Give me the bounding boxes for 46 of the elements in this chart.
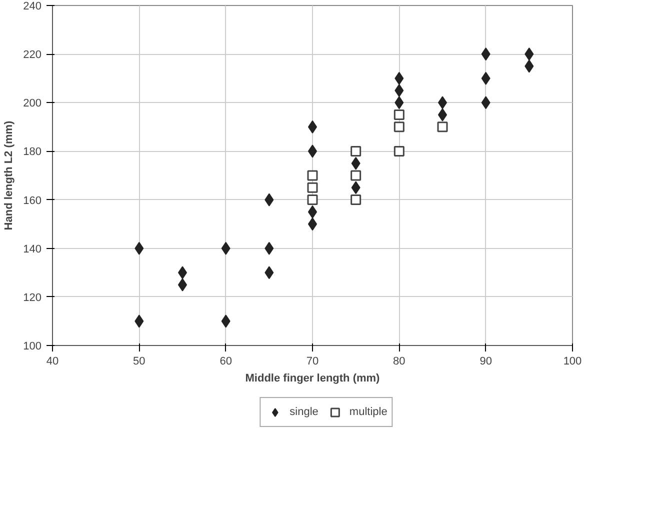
legend-label: multiple	[349, 406, 388, 418]
point	[524, 48, 534, 61]
point	[524, 60, 534, 73]
point	[481, 96, 490, 110]
x-tick-label: 50	[133, 356, 146, 368]
point	[437, 122, 448, 132]
point	[351, 181, 360, 194]
point	[264, 193, 274, 206]
y-tick-label: 120	[23, 292, 42, 304]
point	[394, 72, 404, 85]
y-axis-title: Hand length L2 (mm)	[3, 120, 16, 230]
point	[134, 314, 144, 328]
point	[394, 146, 404, 156]
x-axis-title: Middle finger length (mm)	[245, 372, 380, 384]
point	[394, 96, 404, 110]
y-tick-label: 240	[23, 0, 42, 12]
point	[394, 110, 404, 120]
y-tick-label: 220	[23, 49, 42, 62]
y-tick-label: 200	[23, 98, 42, 110]
x-tick-label: 70	[306, 356, 319, 368]
x-tick-label: 100	[563, 356, 582, 368]
point	[351, 156, 360, 170]
point	[221, 314, 230, 328]
point	[264, 242, 274, 255]
point	[394, 84, 404, 97]
point	[394, 122, 404, 132]
point	[350, 194, 362, 206]
point	[481, 72, 490, 85]
point	[134, 242, 144, 255]
x-tick-label: 90	[480, 356, 492, 368]
y-tick-label: 100	[23, 340, 42, 352]
point	[307, 182, 318, 193]
point	[221, 242, 230, 255]
point	[264, 266, 274, 280]
x-tick-label: 60	[220, 356, 232, 368]
point	[350, 170, 362, 181]
point	[307, 194, 318, 206]
x-tick-label: 40	[46, 356, 59, 368]
point	[307, 170, 318, 181]
legend-label: single	[290, 406, 318, 418]
x-tick-label: 80	[393, 356, 406, 368]
y-tick-label: 160	[23, 194, 42, 207]
point	[481, 48, 490, 61]
y-tick-label: 140	[23, 243, 42, 256]
point	[350, 146, 362, 156]
y-tick-label: 180	[23, 146, 42, 158]
